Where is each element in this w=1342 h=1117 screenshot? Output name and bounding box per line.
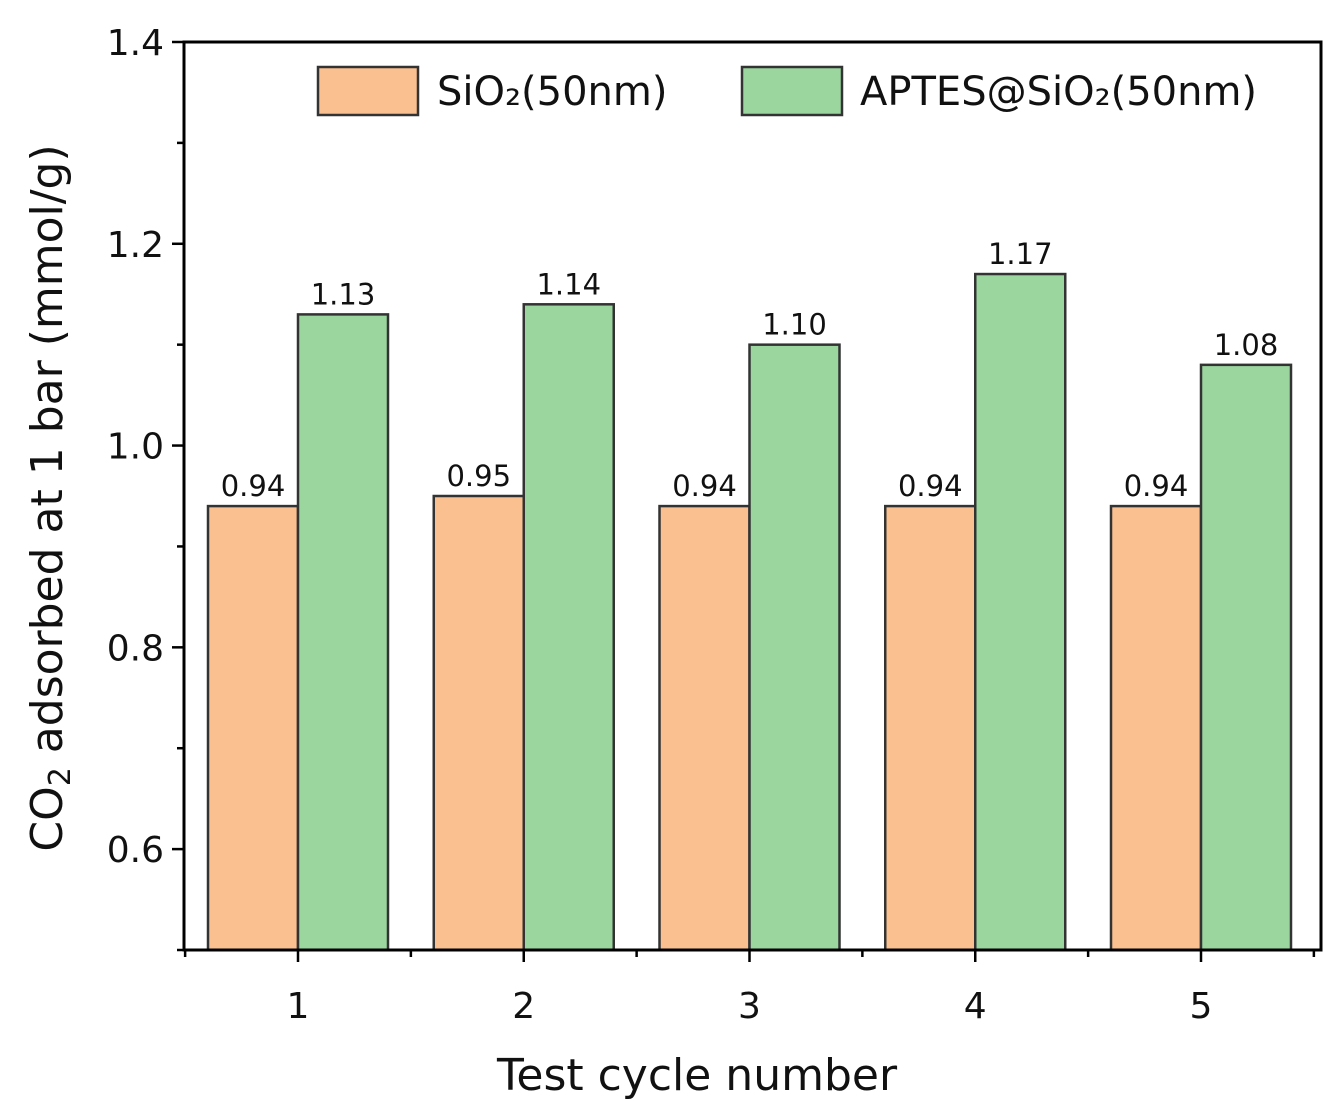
bar-aptes-cycle-5	[1199, 363, 1293, 952]
data-label-aptes-cycle-2: 1.14	[536, 267, 601, 301]
data-label-aptes-cycle-3: 1.10	[762, 308, 827, 342]
legend-swatch-aptes	[740, 65, 844, 117]
y-tick-label-0.6: 0.6	[107, 830, 164, 871]
bars-layer	[206, 272, 1293, 952]
data-labels-layer: 0.94 1.13 0.95 1.14 0.94 1.10 0.94 1.17 0.94 1.08	[221, 237, 1279, 503]
y-tick-label-1.2: 1.2	[107, 225, 164, 266]
x-tick-label-5: 5	[1190, 986, 1213, 1027]
bar-sio2-cycle-2	[432, 494, 525, 952]
x-tick-label-3: 3	[738, 986, 761, 1027]
y-axis-title: CO2 adsorbed at 1 bar (mmol/g)	[22, 144, 78, 851]
x-axis-ticks: 1 2 3 4 5	[183, 950, 1316, 1027]
y-tick-label-1.0: 1.0	[107, 427, 164, 468]
legend-swatch-sio2	[316, 65, 420, 117]
legend-label-sio2: SiO₂(50nm)	[437, 69, 667, 115]
plot-frame	[182, 40, 1323, 952]
x-tick-label-1: 1	[287, 986, 310, 1027]
data-label-sio2-cycle-3: 0.94	[672, 469, 737, 503]
bar-aptes-cycle-4	[974, 272, 1067, 952]
data-label-sio2-cycle-4: 0.94	[898, 469, 963, 503]
bar-sio2-cycle-5	[1109, 504, 1203, 952]
y-axis-title-subscript: 2	[43, 767, 78, 786]
data-label-sio2-cycle-1: 0.94	[221, 469, 286, 503]
legend: SiO₂(50nm) APTES@SiO₂(50nm)	[316, 65, 1257, 117]
bar-aptes-cycle-3	[748, 343, 841, 952]
x-axis-title: Test cycle number	[496, 1050, 898, 1101]
data-label-aptes-cycle-1: 1.13	[311, 277, 376, 311]
y-axis-title-rest: adsorbed at 1 bar (mmol/g)	[22, 144, 73, 767]
data-label-aptes-cycle-4: 1.17	[988, 237, 1053, 271]
data-label-sio2-cycle-5: 0.94	[1124, 469, 1189, 503]
data-label-aptes-cycle-5: 1.08	[1214, 328, 1279, 362]
bar-aptes-cycle-1	[296, 313, 390, 952]
data-label-sio2-cycle-2: 0.95	[446, 459, 511, 493]
x-tick-label-4: 4	[964, 986, 987, 1027]
y-axis-title-main: CO	[22, 786, 73, 851]
bar-sio2-cycle-1	[206, 504, 300, 952]
bar-sio2-cycle-3	[658, 504, 751, 952]
bar-aptes-cycle-2	[522, 303, 615, 952]
y-tick-label-0.8: 0.8	[107, 628, 164, 669]
y-axis-ticks: 0.6 0.8 1.0 1.2 1.4	[107, 23, 184, 952]
bar-sio2-cycle-4	[884, 504, 977, 952]
x-tick-label-2: 2	[512, 986, 535, 1027]
y-tick-label-1.4: 1.4	[107, 23, 164, 64]
legend-label-aptes: APTES@SiO₂(50nm)	[860, 69, 1257, 115]
